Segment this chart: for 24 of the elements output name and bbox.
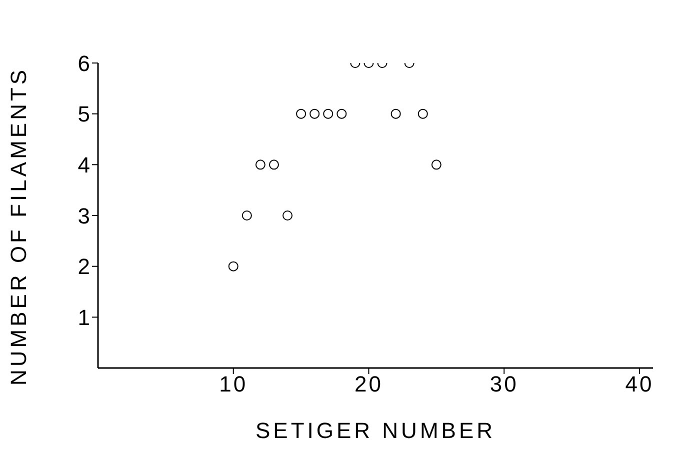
point (323, 108, 334, 119)
y-tick-label: 2 (78, 254, 90, 280)
point (282, 210, 293, 220)
y-tick-label: 1 (78, 304, 90, 330)
point (390, 108, 401, 119)
point (268, 160, 279, 170)
point (431, 160, 442, 170)
y-tick-label: 5 (78, 102, 90, 127)
y-axis-title: NUMBER OF FILAMENTS (6, 66, 31, 386)
y-tick-label: 4 (78, 152, 90, 178)
x-tick-label: 20 (354, 372, 383, 397)
point (418, 108, 428, 119)
y-tick-label: 3 (78, 203, 90, 228)
x-tick-label: 40 (625, 372, 654, 397)
y-tick-label: 6 (78, 50, 90, 76)
point (310, 108, 320, 119)
point (296, 108, 306, 119)
x-tick-label: 30 (490, 372, 518, 397)
point (228, 261, 238, 272)
x-tick-label: 10 (219, 372, 248, 397)
point (336, 108, 347, 119)
x-axis-title: SETIGER NUMBER (255, 418, 496, 443)
point (255, 160, 266, 170)
point (242, 210, 252, 220)
